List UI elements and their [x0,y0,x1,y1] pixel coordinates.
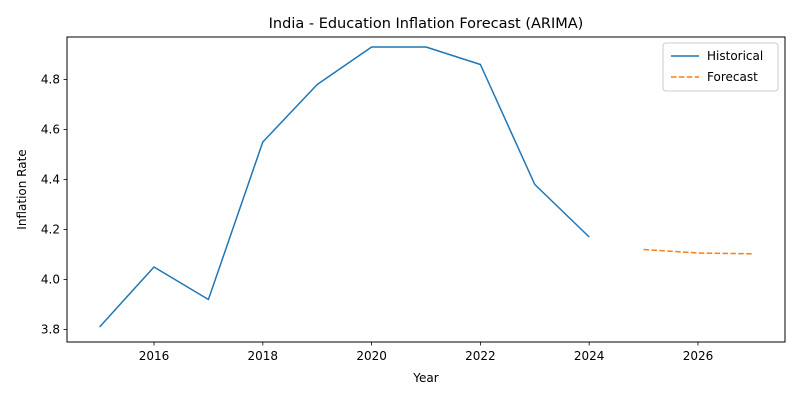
y-axis: 3.8 4.0 4.2 4.4 4.6 4.8 [41,73,67,337]
legend: Historical Forecast [662,42,779,92]
x-axis: 2016 2018 2020 2022 2024 2026 [139,342,713,363]
x-axis-label: Year [412,371,438,385]
y-axis-label: Inflation Rate [15,149,29,229]
x-tick-label: 2020 [356,349,387,363]
x-tick-label: 2024 [574,349,605,363]
chart-title: India - Education Inflation Forecast (AR… [269,16,584,32]
plot-frame [66,36,786,343]
plot-area [99,46,753,328]
y-tick-label: 4.0 [41,273,60,287]
y-tick-label: 4.6 [41,123,60,137]
x-tick-label: 2016 [139,349,170,363]
series-line-historical [99,46,590,328]
y-tick-label: 4.4 [41,173,60,187]
y-tick-label: 4.2 [41,223,60,237]
x-tick-label: 2026 [683,349,714,363]
legend-label-historical: Historical [707,49,763,63]
legend-label-forecast: Forecast [707,70,758,84]
y-tick-label: 3.8 [41,323,60,337]
x-tick-label: 2022 [465,349,496,363]
y-tick-label: 4.8 [41,73,60,87]
legend-box [662,42,779,92]
series-line-forecast [643,248,753,255]
x-tick-label: 2018 [248,349,279,363]
